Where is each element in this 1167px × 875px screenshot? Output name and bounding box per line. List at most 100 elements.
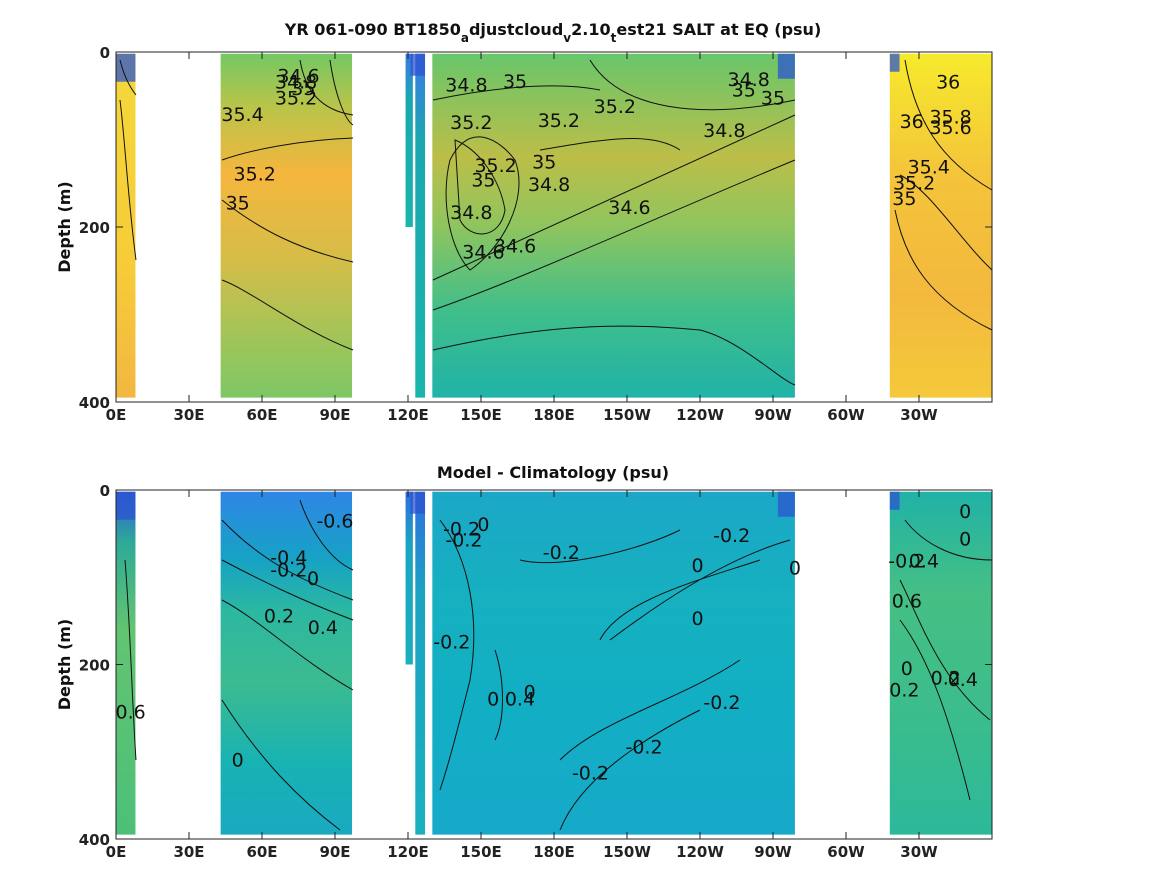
coastal-low-salinity [889,491,900,510]
panel-2-title: Model - Climatology (psu) [437,463,669,482]
contour-label: -0.2 [433,632,470,654]
contour-label: 35 [732,80,756,102]
contour-label: -0.2 [443,518,480,540]
contour-label: 0.2 [264,606,294,628]
contour-label: 36 [900,111,924,133]
contour-label: -0.2 [270,559,307,581]
contour-label: 34.8 [445,74,487,96]
ocean-segment [116,491,136,835]
x-tick-label: 150W [603,406,651,424]
coastal-low-salinity [410,53,426,76]
contour-label: -0.2 [703,692,740,714]
contour-label: 35.2 [538,110,580,132]
contour-label: 35.6 [929,117,971,139]
coastal-low-salinity [889,53,900,72]
contour-label: 35 [291,78,315,100]
x-tick-label: 60W [827,406,865,424]
contour-label: 35.2 [594,96,636,118]
salinity-panel: YR 061-090 BT1850adjustcloudv2.10test21 … [55,20,993,424]
ocean-segment [405,491,413,665]
y-tick-label: 400 [79,394,110,412]
contour-label: 34.6 [494,235,536,257]
title-part: djustcloud [469,20,563,39]
contour-label: 35 [226,192,250,214]
contour-label: 36 [936,72,960,94]
contour-label: 35 [761,87,785,109]
x-tick-label: 120W [676,843,724,861]
x-tick-label: 150E [460,843,502,861]
contour-label: 0 [307,568,319,590]
contour-label: 0 [524,681,536,703]
x-tick-label: 30W [900,406,938,424]
difference-panel: Model - Climatology (psu) -0.6-0.4-0.2 00… [55,463,993,861]
x-tick-label: 120E [387,843,429,861]
contour-label: 0.6 [115,701,145,723]
contour-label: -0.4 [270,547,307,569]
contour-label: -0.2 [713,525,750,547]
contour-label: -0.2 [445,530,482,552]
contour-label: 35.2 [275,87,317,109]
x-tick-label: 0E [106,406,127,424]
x-tick-label: 180E [533,843,575,861]
contour-label: 35 [892,188,916,210]
contour-label: 35.4 [221,104,263,126]
x-tick-label: 150E [460,406,502,424]
contour-label: 35.4 [908,157,950,179]
ocean-segment [432,53,795,398]
x-tick-label: 90E [319,406,350,424]
contour-label: 34.8 [703,120,745,142]
contour-label: 0 [487,688,499,710]
ocean-segment [415,491,426,835]
salinity-field [116,53,992,398]
contour-label: -0.2 [543,542,580,564]
ocean-segment [220,491,353,835]
contour-label: -0.6 [316,510,353,532]
contour-label: 34.8 [728,69,770,91]
panel-1-axes: 0E 30E 60E 90E 120E 150E 180E 150W 120W 90W 60W 30W… [55,44,993,424]
panel-2-axes: 0E 30E 60E 90E 120E 150E 180E 150W 120W 90W 60W 30W… [55,482,993,861]
contour-label: 0 [232,749,244,771]
contour-label: 35 [503,71,527,93]
coastal-low-salinity [777,53,795,79]
title-part: v [563,31,571,45]
contour-label: -0.2 [572,763,609,785]
coastal-low-salinity [410,491,426,514]
x-tick-label: 60E [246,843,277,861]
contour-label: 0 [959,529,971,551]
contour-label: 34.6 [277,66,319,88]
contour-label: 35.2 [450,112,492,134]
x-tick-label: 30W [900,843,938,861]
title-part: 2.10 [571,20,610,39]
contour-label: 34.6 [608,197,650,219]
contour-label: 0.4 [948,669,978,691]
panel-1-title: YR 061-090 BT1850adjustcloudv2.10test21 … [284,20,822,45]
x-tick-label: 120E [387,406,429,424]
x-tick-label: 30E [173,843,204,861]
x-tick-label: 180E [533,406,575,424]
title-part: est21 SALT at EQ (psu) [616,20,821,39]
contour-label: 35 [471,170,495,192]
x-tick-label: 60W [827,843,865,861]
contour-label: 35 [532,151,556,173]
y-tick-label: 200 [79,219,110,237]
contour-label: 0 [477,514,489,536]
contour-label: 0 [901,658,913,680]
contour-label: 0 [692,555,704,577]
difference-contour-labels: -0.6-0.4-0.2 00.20.40-0.2-0.20-0.2-0.2000… [115,501,977,785]
contour-label: 34.8 [450,202,492,224]
contour-label: 35.8 [929,107,971,129]
x-tick-label: 90W [754,843,792,861]
y-tick-label: 400 [79,831,110,849]
contour-label: 0.4 [909,551,939,573]
coastal-low-salinity [116,53,136,82]
contour-label: 0 [789,558,801,580]
x-tick-label: 30E [173,406,204,424]
contour-label: 0.6 [892,591,922,613]
ocean-segment [889,53,992,398]
contour-label: 0 [692,608,704,630]
x-tick-label: 90W [754,406,792,424]
coastal-low-salinity [116,491,136,520]
contour-label: 34.8 [275,72,317,94]
contour-label: 34.6 [462,241,504,263]
ocean-segment [405,53,413,227]
